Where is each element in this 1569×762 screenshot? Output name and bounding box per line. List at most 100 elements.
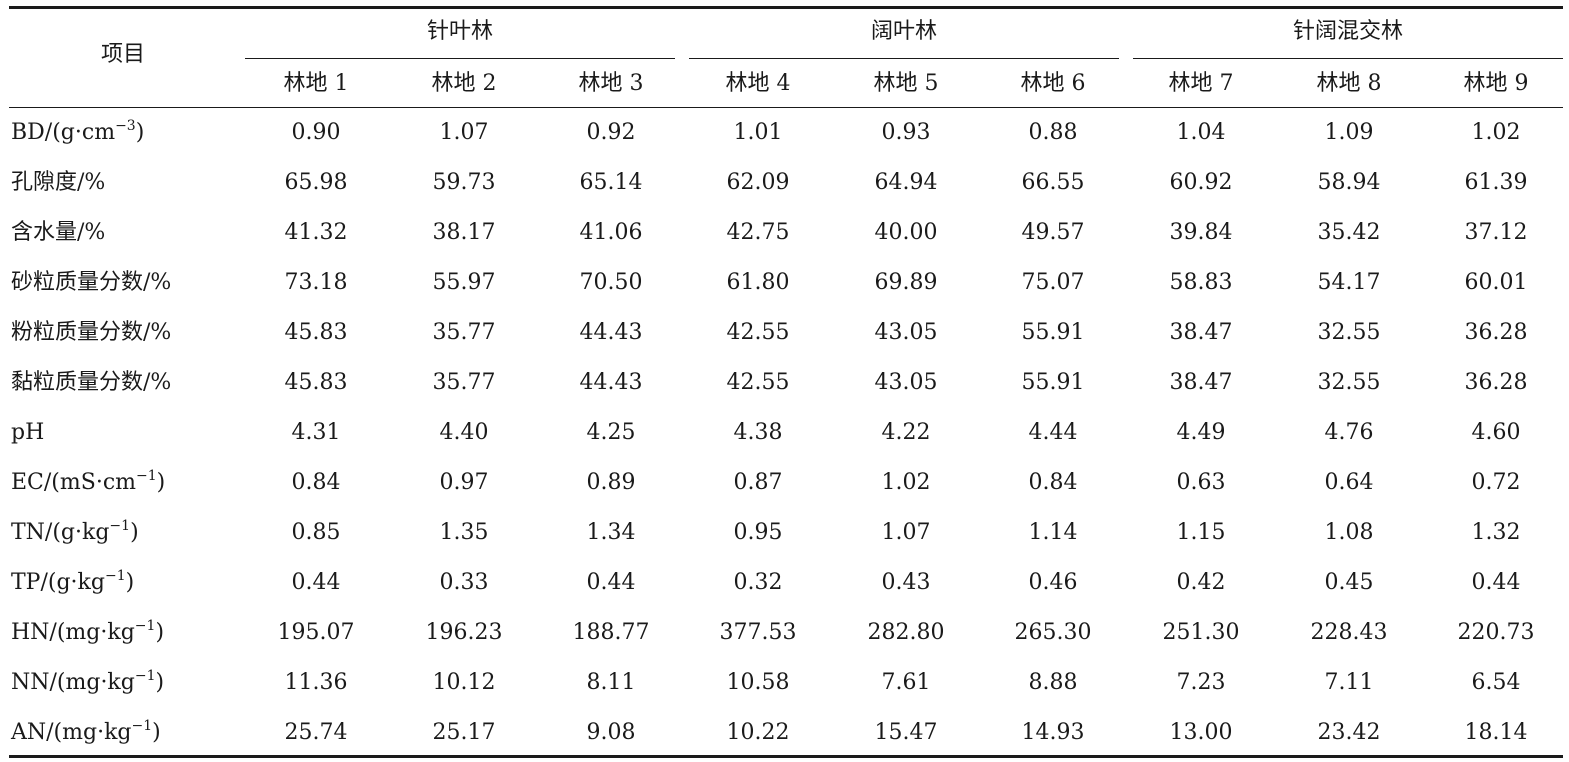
site-header: 林地 2 bbox=[431, 71, 497, 96]
group-header-mixed: 针阔混交林 bbox=[1292, 19, 1403, 44]
table-cell: 0.87 bbox=[733, 470, 783, 495]
table-cell: 1.02 bbox=[1471, 120, 1521, 145]
table-cell: 8.88 bbox=[1028, 670, 1078, 695]
table-cell: 265.30 bbox=[1014, 620, 1092, 645]
table-cell: 35.77 bbox=[432, 320, 496, 345]
table-cell: 4.60 bbox=[1471, 420, 1521, 445]
table-cell: 0.92 bbox=[586, 120, 636, 145]
table-cell: 4.22 bbox=[881, 420, 931, 445]
table-cell: 55.91 bbox=[1021, 320, 1085, 345]
table-cell: 0.84 bbox=[1028, 470, 1078, 495]
row-label: TN/(g·kg−1) bbox=[11, 518, 139, 548]
table-cell: 0.33 bbox=[439, 570, 489, 595]
table-cell: 0.32 bbox=[733, 570, 783, 595]
table-cell: 1.02 bbox=[881, 470, 931, 495]
row-label: 孔隙度/% bbox=[11, 168, 105, 198]
table-cell: 38.47 bbox=[1169, 370, 1233, 395]
table-cell: 0.89 bbox=[586, 470, 636, 495]
row-label-text: BD/(g·cm bbox=[11, 120, 116, 145]
row-label-close: ) bbox=[155, 670, 165, 695]
row-label: NN/(mg·kg−1) bbox=[11, 668, 164, 698]
table-cell: 4.31 bbox=[291, 420, 341, 445]
table-cell: 196.23 bbox=[425, 620, 503, 645]
row-label-text: TN/(g·kg bbox=[11, 520, 110, 545]
site-header: 林地 5 bbox=[873, 71, 939, 96]
table-cell: 8.11 bbox=[586, 670, 636, 695]
table-cell: 41.32 bbox=[284, 220, 348, 245]
table-cell: 1.34 bbox=[586, 520, 636, 545]
table-cell: 18.14 bbox=[1464, 720, 1528, 745]
item-header: 项目 bbox=[100, 42, 145, 67]
site-header: 林地 6 bbox=[1020, 71, 1086, 96]
site-header: 林地 8 bbox=[1316, 71, 1382, 96]
row-label: 砂粒质量分数/% bbox=[11, 268, 171, 298]
table-cell: 23.42 bbox=[1317, 720, 1381, 745]
group-rule-broadleaf bbox=[689, 58, 1119, 59]
table-cell: 0.44 bbox=[1471, 570, 1521, 595]
table-cell: 0.95 bbox=[733, 520, 783, 545]
table-cell: 54.17 bbox=[1317, 270, 1381, 295]
table-cell: 1.32 bbox=[1471, 520, 1521, 545]
table-cell: 14.93 bbox=[1021, 720, 1085, 745]
table-cell: 195.07 bbox=[277, 620, 355, 645]
row-label-text: 砂粒质量分数/% bbox=[11, 270, 172, 295]
table-cell: 0.44 bbox=[586, 570, 636, 595]
table-cell: 64.94 bbox=[874, 170, 938, 195]
row-label-close: ) bbox=[135, 120, 145, 145]
row-label-text: 含水量/% bbox=[11, 220, 106, 245]
table-cell: 45.83 bbox=[284, 370, 348, 395]
row-label-exponent: −1 bbox=[109, 518, 131, 534]
table-cell: 61.80 bbox=[726, 270, 790, 295]
table-cell: 1.09 bbox=[1324, 120, 1374, 145]
table-cell: 7.23 bbox=[1176, 670, 1226, 695]
table-cell: 7.11 bbox=[1324, 670, 1374, 695]
site-header: 林地 3 bbox=[578, 71, 644, 96]
table-cell: 73.18 bbox=[284, 270, 348, 295]
table-top-rule bbox=[9, 6, 1563, 9]
table-cell: 59.73 bbox=[432, 170, 496, 195]
table-cell: 0.64 bbox=[1324, 470, 1374, 495]
table-cell: 4.49 bbox=[1176, 420, 1226, 445]
table-cell: 4.25 bbox=[586, 420, 636, 445]
table-cell: 0.42 bbox=[1176, 570, 1226, 595]
table-cell: 1.07 bbox=[881, 520, 931, 545]
table-cell: 75.07 bbox=[1021, 270, 1085, 295]
table-cell: 251.30 bbox=[1162, 620, 1240, 645]
row-label-close: ) bbox=[156, 470, 166, 495]
row-label-exponent: −1 bbox=[136, 468, 157, 484]
table-cell: 0.44 bbox=[291, 570, 341, 595]
table-cell: 1.08 bbox=[1324, 520, 1374, 545]
row-label-exponent: −3 bbox=[115, 118, 136, 134]
table-cell: 0.46 bbox=[1028, 570, 1078, 595]
table-cell: 188.77 bbox=[572, 620, 650, 645]
table-cell: 43.05 bbox=[874, 370, 938, 395]
row-label-text: NN/(mg·kg bbox=[11, 670, 135, 695]
table-cell: 38.47 bbox=[1169, 320, 1233, 345]
row-label-text: TP/(g·kg bbox=[11, 570, 105, 595]
row-label: 黏粒质量分数/% bbox=[11, 368, 171, 398]
row-label-text: 黏粒质量分数/% bbox=[11, 370, 172, 395]
table-cell: 66.55 bbox=[1021, 170, 1085, 195]
table-cell: 45.83 bbox=[284, 320, 348, 345]
table-cell: 55.97 bbox=[432, 270, 496, 295]
group-rule-mixed bbox=[1133, 58, 1563, 59]
table-cell: 1.07 bbox=[439, 120, 489, 145]
table-cell: 43.05 bbox=[874, 320, 938, 345]
row-label-exponent: −1 bbox=[134, 618, 156, 634]
table-cell: 69.89 bbox=[874, 270, 938, 295]
table-cell: 4.76 bbox=[1324, 420, 1374, 445]
table-cell: 42.55 bbox=[726, 320, 790, 345]
table-cell: 39.84 bbox=[1169, 220, 1233, 245]
table-cell: 7.61 bbox=[881, 670, 931, 695]
site-header: 林地 7 bbox=[1168, 71, 1234, 96]
table-cell: 228.43 bbox=[1310, 620, 1388, 645]
table-cell: 10.22 bbox=[726, 720, 790, 745]
table-cell: 60.01 bbox=[1464, 270, 1528, 295]
table-cell: 36.28 bbox=[1464, 370, 1528, 395]
table-cell: 15.47 bbox=[874, 720, 938, 745]
table-cell: 377.53 bbox=[719, 620, 797, 645]
site-header: 林地 9 bbox=[1463, 71, 1529, 96]
table-cell: 40.00 bbox=[874, 220, 938, 245]
row-label-text: 粉粒质量分数/% bbox=[11, 320, 172, 345]
table-cell: 37.12 bbox=[1464, 220, 1528, 245]
